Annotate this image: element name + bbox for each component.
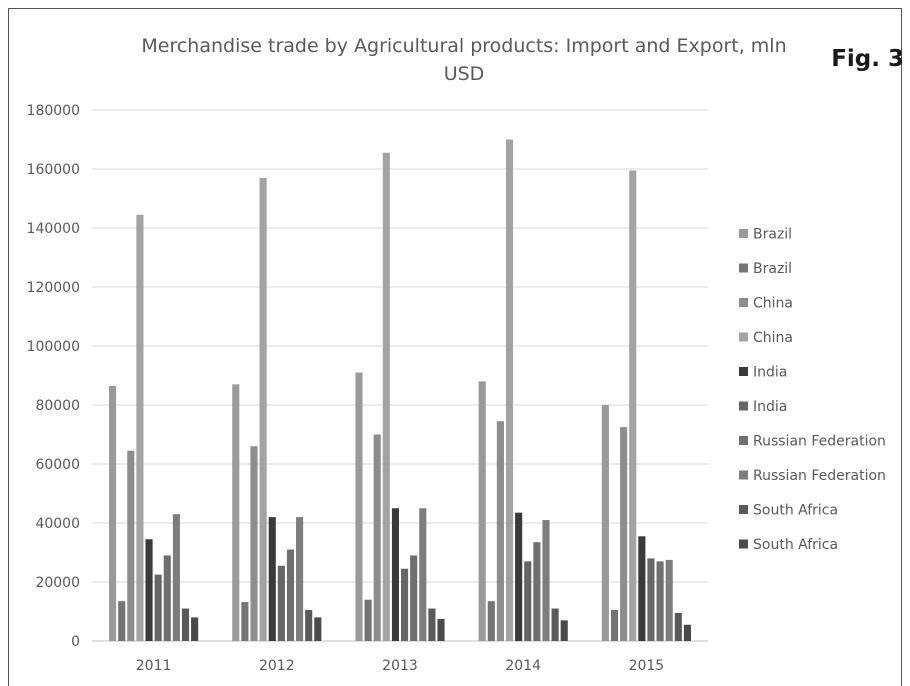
bar xyxy=(674,612,682,641)
bar xyxy=(437,618,445,642)
bar xyxy=(401,568,409,641)
bar xyxy=(610,610,619,641)
x-axis: 2011 2012 2013 2014 2015 xyxy=(136,658,664,674)
bar xyxy=(391,508,399,641)
x-tick-label: 2012 xyxy=(259,658,295,674)
bar xyxy=(277,565,285,641)
bar xyxy=(232,384,240,641)
legend-label: Brazil xyxy=(753,261,792,277)
y-tick-label: 80000 xyxy=(35,398,80,414)
legend: Brazil Brazil China China India India Russian … xyxy=(739,227,886,553)
bar xyxy=(683,624,691,641)
chart-title-line-2: USD xyxy=(444,63,485,85)
bar xyxy=(656,561,664,641)
bar xyxy=(496,421,504,641)
bar xyxy=(428,608,436,641)
x-tick-label: 2014 xyxy=(505,658,541,674)
bar xyxy=(154,574,162,642)
y-tick-label: 160000 xyxy=(27,162,80,178)
legend-swatch xyxy=(739,470,748,480)
bar xyxy=(524,561,532,641)
bar xyxy=(487,601,495,641)
bar xyxy=(419,508,427,641)
y-tick-label: 40000 xyxy=(35,516,80,532)
legend-label: Brazil xyxy=(753,227,792,243)
bar xyxy=(515,512,523,641)
bar xyxy=(314,617,322,641)
bars xyxy=(109,139,691,642)
bar xyxy=(118,601,126,641)
bar xyxy=(665,559,673,642)
legend-label: Russian Federation xyxy=(753,434,886,450)
legend-swatch xyxy=(739,505,748,514)
legend-swatch xyxy=(739,263,748,273)
legend-swatch xyxy=(739,332,748,342)
bar xyxy=(305,610,313,641)
y-tick-label: 140000 xyxy=(27,221,80,237)
x-tick-label: 2015 xyxy=(629,658,665,674)
y-tick-label: 180000 xyxy=(27,103,80,119)
bar xyxy=(373,434,381,641)
bar xyxy=(647,558,655,641)
bar xyxy=(259,177,267,641)
bar xyxy=(296,517,304,641)
legend-label: Russian Federation xyxy=(753,468,886,484)
bar xyxy=(505,139,514,641)
y-tick-label: 60000 xyxy=(35,457,80,473)
bar xyxy=(145,539,153,641)
bar xyxy=(241,602,249,641)
legend-label: South Africa xyxy=(753,537,838,553)
bar xyxy=(355,372,363,641)
bar xyxy=(551,608,559,641)
legend-swatch xyxy=(739,367,748,376)
bar xyxy=(629,170,637,642)
bar xyxy=(533,542,541,641)
legend-swatch xyxy=(739,229,748,238)
bar xyxy=(191,617,199,641)
bar xyxy=(542,520,550,641)
chart-frame xyxy=(8,8,902,686)
y-tick-label: 120000 xyxy=(27,280,80,296)
y-tick-label: 0 xyxy=(71,634,80,650)
bar xyxy=(250,446,258,641)
bar xyxy=(364,599,372,641)
y-tick-label: 100000 xyxy=(27,339,80,355)
y-axis: 0 20000 40000 60000 80000 100000 120000 140000 1… xyxy=(27,103,80,650)
bar xyxy=(163,555,171,641)
bar xyxy=(136,214,144,641)
legend-label: India xyxy=(753,399,787,415)
x-tick-label: 2013 xyxy=(382,658,418,674)
legend-swatch xyxy=(739,298,748,307)
legend-swatch xyxy=(739,401,748,411)
gridlines xyxy=(92,109,708,642)
legend-label: India xyxy=(753,365,787,381)
bar xyxy=(109,385,117,641)
bar xyxy=(478,381,486,641)
bar xyxy=(560,620,568,641)
bar xyxy=(638,536,646,641)
legend-label: South Africa xyxy=(753,503,838,519)
legend-label: China xyxy=(753,330,793,346)
bar xyxy=(127,450,135,641)
bar xyxy=(268,517,276,641)
bar xyxy=(172,514,180,641)
figure-label: Fig. 3 xyxy=(831,46,904,72)
legend-label: China xyxy=(753,296,793,312)
legend-swatch xyxy=(739,436,748,445)
bar xyxy=(620,427,628,642)
bar xyxy=(286,549,295,641)
bar xyxy=(410,555,418,641)
legend-swatch xyxy=(739,539,748,549)
x-tick-label: 2011 xyxy=(136,658,172,674)
bar xyxy=(181,608,190,641)
bar xyxy=(601,405,609,641)
chart-title-line-1: Merchandise trade by Agricultural produc… xyxy=(141,35,786,57)
y-tick-label: 20000 xyxy=(35,575,80,591)
bar xyxy=(382,152,390,641)
